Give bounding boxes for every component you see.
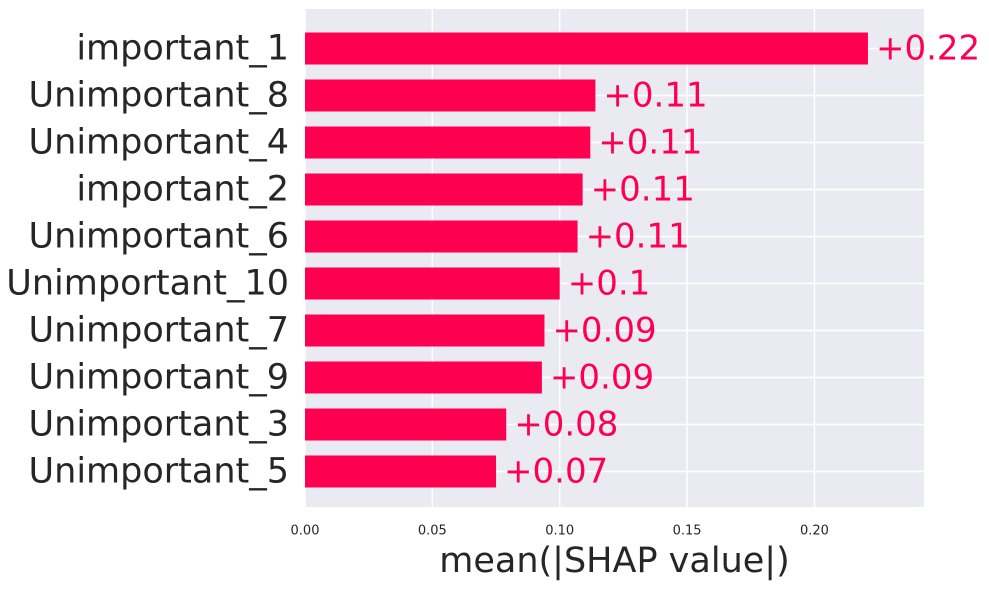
value-label-Unimportant_7: +0.09 bbox=[552, 311, 656, 351]
x-tick-label: 0.05 bbox=[418, 524, 447, 539]
bar-Unimportant_10 bbox=[305, 267, 560, 300]
bar-Unimportant_3 bbox=[305, 408, 507, 441]
bar-Unimportant_5 bbox=[305, 455, 497, 488]
bar-Unimportant_8 bbox=[305, 79, 596, 112]
bar-important_1 bbox=[305, 32, 868, 65]
bar-Unimportant_4 bbox=[305, 126, 591, 159]
value-label-Unimportant_8: +0.11 bbox=[603, 76, 707, 116]
value-label-important_2: +0.11 bbox=[591, 170, 695, 210]
bar-Unimportant_9 bbox=[305, 361, 542, 394]
y-label-Unimportant_3: Unimportant_3 bbox=[29, 405, 289, 445]
y-axis-labels: important_1 Unimportant_8 Unimportant_4imp… bbox=[6, 29, 289, 492]
value-label-Unimportant_4: +0.11 bbox=[598, 123, 702, 163]
value-label-Unimportant_10: +0.1 bbox=[568, 264, 651, 304]
value-labels: +0.22 +0.11 +0.11 +0.11 +0.11 +0.1 +0.09 +0.09 +… bbox=[504, 29, 980, 492]
x-tick-label: 0.15 bbox=[673, 524, 702, 539]
y-label-Unimportant_6: Unimportant_6 bbox=[29, 217, 289, 257]
y-label-important_2: important_2 bbox=[76, 170, 289, 210]
bars bbox=[305, 32, 868, 488]
bar-important_2 bbox=[305, 173, 583, 206]
y-label-important_1: important_1 bbox=[76, 29, 289, 69]
y-label-Unimportant_7: Unimportant_7 bbox=[29, 311, 289, 351]
bar-Unimportant_6 bbox=[305, 220, 578, 253]
value-label-Unimportant_3: +0.08 bbox=[514, 405, 618, 445]
x-axis-title: mean(|SHAP value|) bbox=[439, 541, 789, 581]
x-tick-label: 0.20 bbox=[800, 524, 829, 539]
bar-Unimportant_7 bbox=[305, 314, 545, 347]
x-tick-label: 0.10 bbox=[545, 524, 574, 539]
value-label-Unimportant_5: +0.07 bbox=[504, 452, 608, 492]
value-label-important_1: +0.22 bbox=[876, 29, 980, 69]
y-label-Unimportant_4: Unimportant_4 bbox=[29, 123, 289, 163]
value-label-Unimportant_9: +0.09 bbox=[550, 358, 654, 398]
y-label-Unimportant_8: Unimportant_8 bbox=[29, 76, 289, 116]
y-label-Unimportant_10: Unimportant_10 bbox=[6, 264, 289, 304]
y-label-Unimportant_9: Unimportant_9 bbox=[29, 358, 289, 398]
x-axis-ticks: 0.00 0.05 0.10 0.15 0.20 bbox=[291, 524, 829, 539]
x-tick-label: 0.00 bbox=[291, 524, 320, 539]
y-label-Unimportant_5: Unimportant_5 bbox=[29, 452, 289, 492]
value-label-Unimportant_6: +0.11 bbox=[586, 217, 690, 257]
